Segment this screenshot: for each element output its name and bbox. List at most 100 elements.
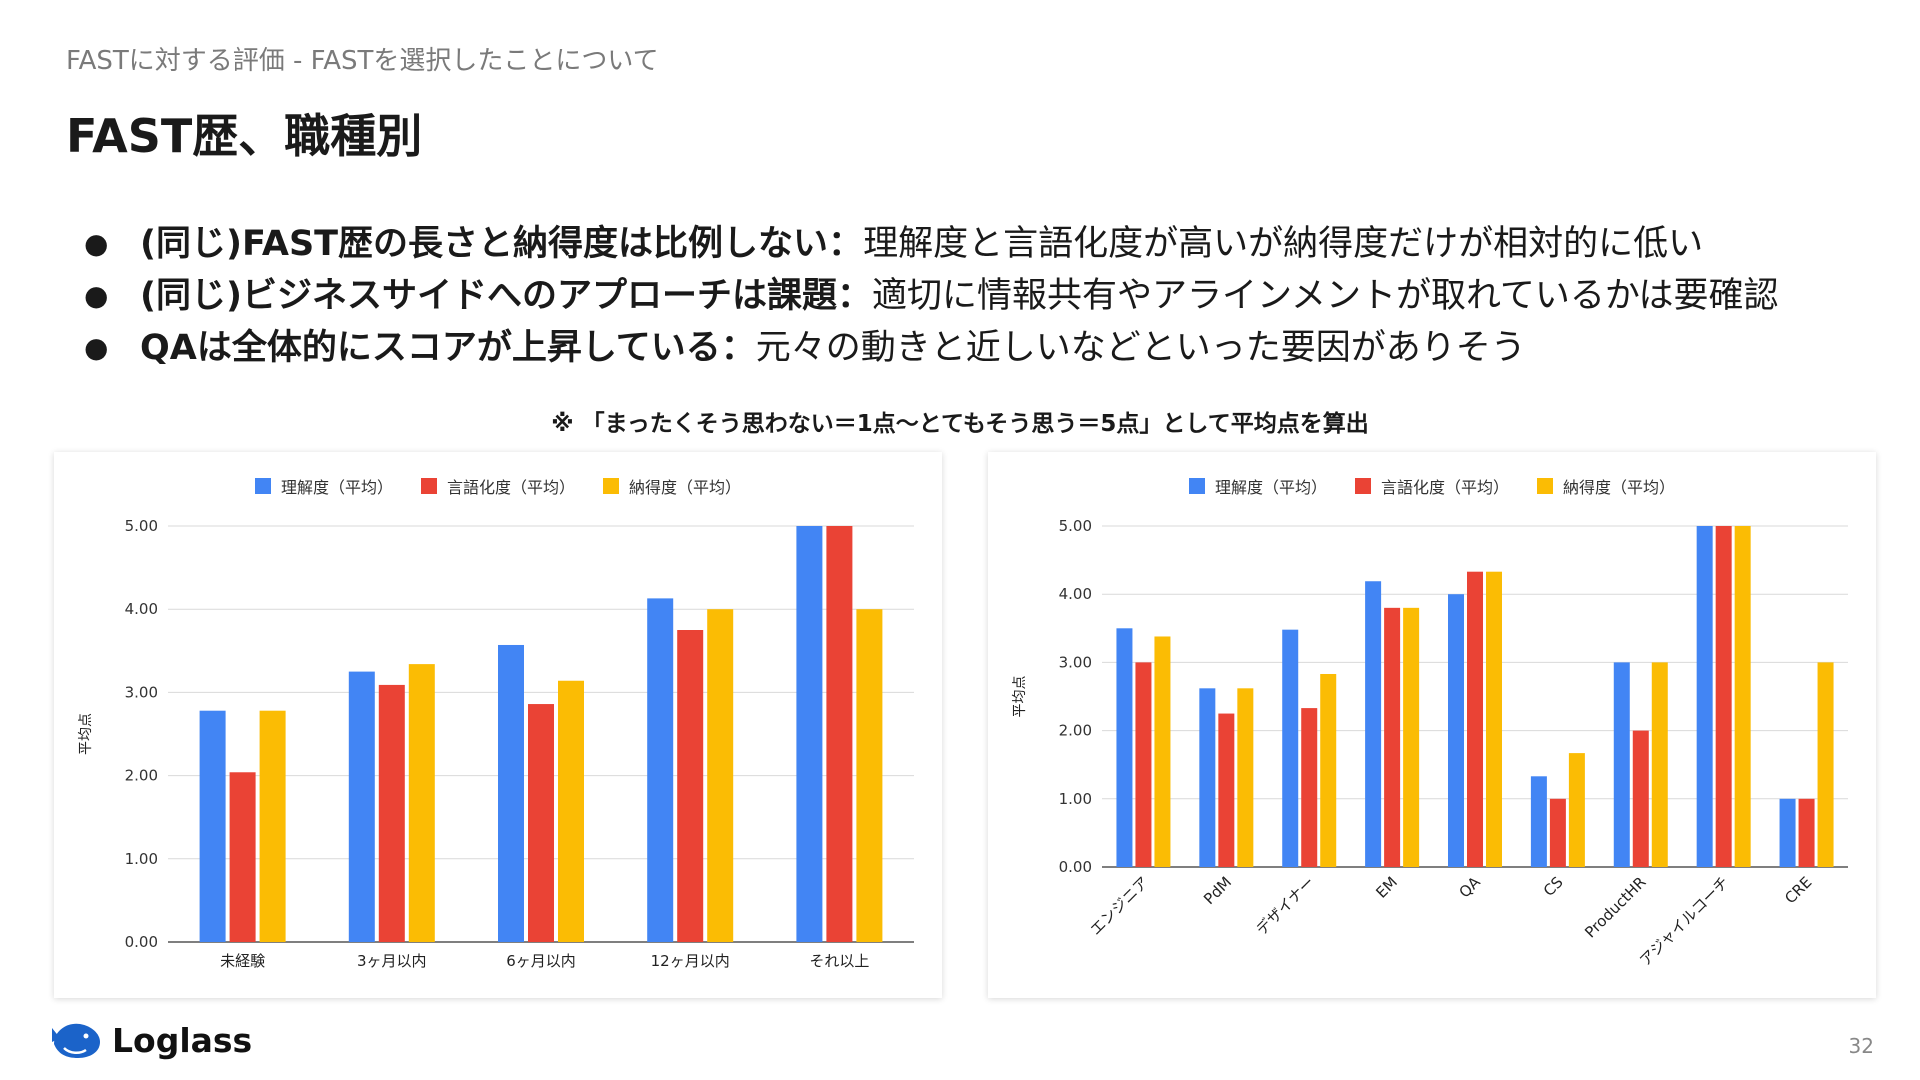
y-tick-label: 1.00	[125, 850, 158, 868]
legend-swatch	[420, 478, 437, 494]
bar-2	[528, 704, 554, 942]
bar-1	[1613, 662, 1630, 867]
legend-label: 言語化度（平均）	[1380, 478, 1509, 497]
x-tick-label: CS	[1540, 873, 1567, 900]
legend-item: 理解度（平均）	[1188, 474, 1327, 498]
y-tick-label: 4.00	[1059, 585, 1092, 603]
bar-1	[1365, 581, 1382, 867]
whale-icon	[52, 1023, 100, 1058]
bullet-dot-icon: ●	[84, 227, 109, 260]
bullet-item: ● QAは全体的にスコアが上昇している：元々の動きと近しいなどといった要因があり…	[78, 326, 1779, 378]
bar-2	[1218, 713, 1235, 867]
y-tick-label: 0.00	[125, 933, 158, 951]
x-tick-label: アジャイルコーチ	[1636, 873, 1732, 969]
bar-3	[856, 609, 883, 942]
slide-subtitle: FASTに対する評価 - FASTを選択したことについて	[66, 46, 659, 76]
bar-3	[1320, 673, 1337, 867]
bullet-bold: QAは全体的にスコアが上昇している：	[140, 328, 756, 368]
bar-2	[1384, 607, 1401, 867]
bullet-text: 適切に情報共有やアラインメントが取れているかは要確認	[872, 276, 1779, 316]
bullet-text: 理解度と言語化度が高いが納得度だけが相対的に低い	[863, 224, 1704, 264]
y-tick-label: 2.00	[1059, 722, 1092, 740]
y-tick-label: 5.00	[125, 517, 158, 535]
bar-2	[1549, 798, 1566, 867]
bar-1	[1199, 688, 1216, 867]
legend-item: 言語化度（平均）	[420, 474, 575, 498]
bar-2	[1715, 526, 1732, 867]
bar-1	[1448, 594, 1464, 867]
bar-2	[1467, 571, 1483, 867]
page-number: 32	[1848, 1034, 1874, 1058]
loglass-logo: Loglass	[50, 1018, 252, 1062]
chart-panel-fast-tenure: 理解度（平均） 言語化度（平均） 納得度（平均） 0.00 1.00 2.00 3.0…	[54, 452, 942, 998]
bar-3	[1651, 662, 1668, 867]
bar-2	[1632, 730, 1649, 867]
y-tick-label: 3.00	[1059, 653, 1092, 671]
x-tick-label: 12ヶ月以内	[651, 952, 730, 970]
legend-item: 理解度（平均）	[254, 474, 393, 498]
bar-2	[229, 772, 256, 942]
legend-swatch	[1354, 478, 1371, 494]
bullet-text: 元々の動きと近しいなどといった要因がありそう	[755, 328, 1526, 368]
bullet-item: ● (同じ)FAST歴の長さと納得度は比例しない：理解度と言語化度が高いが納得度…	[78, 222, 1779, 274]
legend-label: 理解度（平均）	[280, 478, 393, 497]
bar-1	[348, 671, 375, 942]
legend-item: 言語化度（平均）	[1354, 474, 1509, 498]
legend-item: 納得度（平均）	[603, 474, 741, 498]
bar-2	[677, 630, 704, 942]
bullet-bold: (同じ)ビジネスサイドへのアプローチは課題：	[140, 276, 872, 316]
bar-1	[1779, 798, 1796, 867]
y-tick-label: 0.00	[1059, 858, 1092, 876]
bar-1	[1696, 526, 1713, 867]
bar-2	[1798, 798, 1815, 867]
bar-1	[796, 526, 823, 942]
bullet-bold: (同じ)FAST歴の長さと納得度は比例しない：	[140, 224, 864, 264]
x-tick-label: CRE	[1781, 873, 1815, 907]
y-tick-label: 1.00	[1059, 790, 1092, 808]
bar-1	[1282, 629, 1299, 867]
y-axis-label: 平均点	[1012, 676, 1028, 718]
x-tick-label: QA	[1455, 873, 1484, 902]
bar-3	[1154, 636, 1171, 867]
chart-panel-role: 理解度（平均） 言語化度（平均） 納得度（平均） 0.00 1.00 2.00 3.0…	[988, 452, 1876, 998]
y-axis-label: 平均点	[78, 713, 94, 755]
x-tick-label: デザイナー	[1252, 873, 1318, 939]
bar-1	[498, 644, 524, 942]
legend-swatch	[1188, 478, 1205, 494]
y-tick-label: 5.00	[1059, 517, 1092, 535]
x-tick-label: 6ヶ月以内	[506, 952, 576, 970]
legend-swatch	[1537, 478, 1553, 494]
bar-1	[199, 710, 226, 942]
bullet-item: ● (同じ)ビジネスサイドへのアプローチは課題：適切に情報共有やアラインメントが…	[78, 274, 1779, 326]
bar-3	[1568, 753, 1585, 867]
x-tick-label: それ以上	[809, 952, 869, 970]
y-tick-label: 2.00	[125, 767, 158, 785]
chart-legend: 理解度（平均） 言語化度（平均） 納得度（平均）	[54, 474, 942, 498]
x-tick-label: PdM	[1200, 873, 1235, 908]
bar-3	[1817, 662, 1834, 867]
legend-item: 納得度（平均）	[1537, 474, 1675, 498]
bullet-dot-icon: ●	[84, 279, 109, 312]
legend-label: 納得度（平均）	[1563, 478, 1676, 497]
bar-1	[1116, 628, 1133, 867]
bar-3	[1734, 526, 1751, 867]
bar-2	[378, 684, 405, 942]
legend-label: 納得度（平均）	[629, 478, 742, 497]
bullet-list: ● (同じ)FAST歴の長さと納得度は比例しない：理解度と言語化度が高いが納得度…	[78, 222, 1779, 378]
bar-1	[1530, 776, 1547, 867]
bar-3	[1486, 571, 1502, 867]
x-tick-label: EM	[1372, 873, 1401, 902]
bar-3	[408, 664, 435, 942]
legend-label: 言語化度（平均）	[446, 478, 575, 497]
bar-3	[558, 680, 584, 942]
y-tick-label: 4.00	[125, 600, 158, 618]
legend-swatch	[254, 478, 271, 494]
bar-3	[707, 609, 734, 942]
y-tick-label: 3.00	[125, 683, 158, 701]
legend-label: 理解度（平均）	[1214, 478, 1327, 497]
x-tick-label: ProductHR	[1581, 873, 1649, 941]
slide-title: FAST歴、職種別	[66, 109, 423, 163]
bar-1	[647, 598, 674, 942]
